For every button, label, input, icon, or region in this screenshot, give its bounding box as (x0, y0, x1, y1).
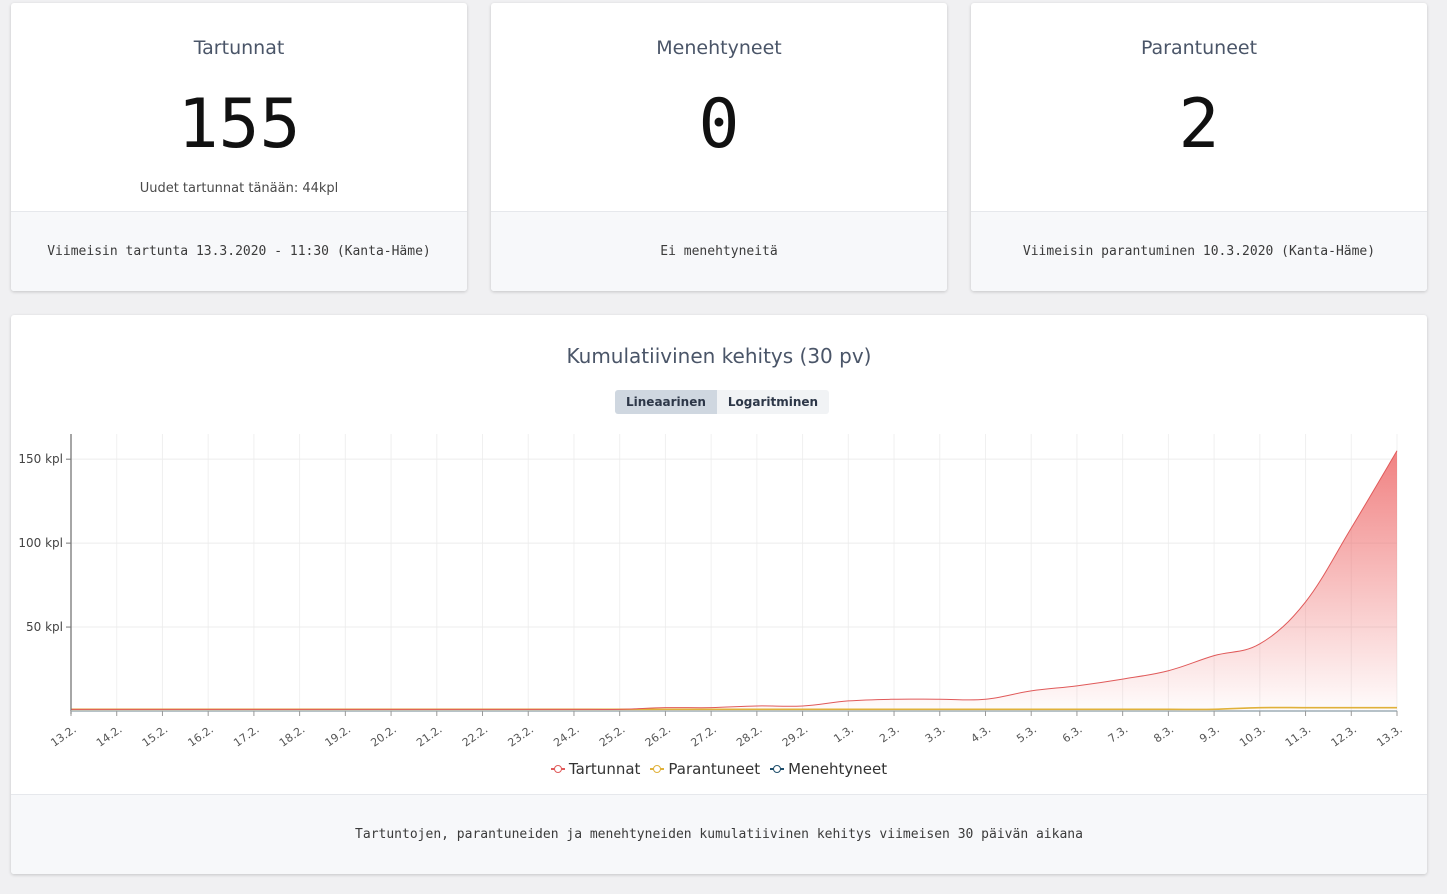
stat-card-recovered: Parantuneet 2 Viimeisin parantuminen 10.… (971, 3, 1427, 291)
stat-title: Parantuneet (1140, 37, 1258, 59)
chart-legend: Tartunnat Parantuneet Menehtyneet (11, 760, 1427, 778)
card-footer: Viimeisin tartunta 13.3.2020 - 11:30 (Ka… (11, 211, 467, 291)
legend-item-infections[interactable]: Tartunnat (550, 760, 641, 778)
stat-subtitle: Uudet tartunnat tänään: 44kpl (139, 181, 339, 196)
stat-card-infections: Tartunnat 155 Uudet tartunnat tänään: 44… (11, 3, 467, 291)
legend-marker-icon (650, 764, 665, 774)
log-scale-button[interactable]: Logaritminen (716, 390, 830, 414)
chart-title: Kumulatiivinen kehitys (30 pv) (566, 344, 872, 368)
chart-footer: Tartuntojen, parantuneiden ja menehtynei… (11, 794, 1427, 874)
legend-item-recovered[interactable]: Parantuneet (650, 760, 760, 778)
linear-scale-button[interactable]: Lineaarinen (615, 390, 717, 414)
stat-title: Tartunnat (193, 37, 285, 59)
stat-value: 155 (177, 85, 301, 164)
legend-label: Menehtyneet (788, 760, 888, 778)
stat-card-deaths: Menehtyneet 0 Ei menehtyneitä (491, 3, 947, 291)
legend-marker-icon (770, 764, 785, 774)
legend-marker-icon (550, 764, 565, 774)
legend-label: Tartunnat (568, 760, 641, 778)
stat-title: Menehtyneet (656, 37, 782, 59)
card-footer: Ei menehtyneitä (491, 211, 947, 291)
scale-toggle: Lineaarinen Logaritminen (615, 390, 830, 414)
stat-value: 2 (1178, 85, 1220, 164)
legend-item-deaths[interactable]: Menehtyneet (770, 760, 887, 778)
card-footer: Viimeisin parantuminen 10.3.2020 (Kanta-… (971, 211, 1427, 291)
stat-value: 0 (698, 85, 740, 164)
legend-label: Parantuneet (668, 760, 761, 778)
